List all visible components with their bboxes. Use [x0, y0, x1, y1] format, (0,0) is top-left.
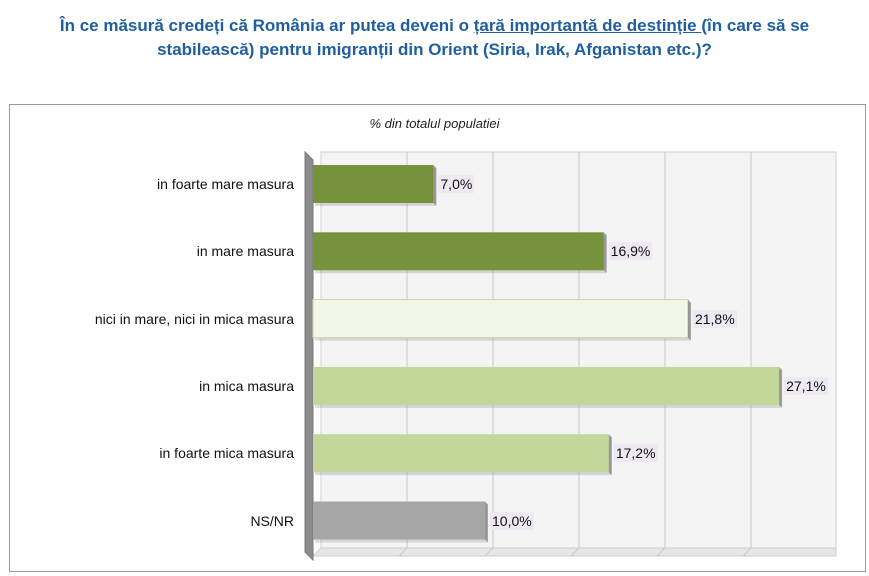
bar: [312, 299, 689, 339]
bar-end: [603, 232, 607, 274]
data-label: 17,2%: [613, 444, 658, 463]
category-label: in foarte mica masura: [159, 445, 294, 462]
data-label: 21,8%: [692, 309, 737, 328]
category-label: in mica masura: [199, 377, 294, 394]
bar-end: [687, 299, 691, 341]
axis-wall: [304, 150, 314, 562]
category-label: nici in mare, nici in mica masura: [94, 310, 294, 327]
data-label: 7,0%: [438, 175, 475, 193]
bar-end: [433, 165, 437, 206]
gridline-floor: [656, 547, 666, 557]
gridline-floor: [398, 547, 408, 557]
title-line-1: În ce măsură credeți că România ar putea…: [59, 16, 810, 35]
chart-title: În ce măsură credeți că România ar putea…: [0, 14, 869, 62]
chart-subtitle: % din totalul populatiei: [369, 116, 500, 131]
data-label: 10,0%: [490, 511, 534, 530]
bar: [313, 366, 780, 405]
bar: [313, 165, 434, 203]
bar: [313, 501, 485, 540]
data-label: 16,9%: [608, 242, 653, 261]
bar-end: [608, 434, 612, 476]
bar-end: [779, 366, 783, 408]
gridline-floor: [742, 547, 752, 557]
bar: [313, 434, 609, 473]
gridline-floor: [484, 547, 494, 557]
category-label: in foarte mare masura: [157, 176, 294, 192]
bar-end: [485, 501, 488, 543]
title-line-2: stabilească) pentru imigranții din Orien…: [157, 40, 712, 59]
data-label: 27,1%: [784, 376, 828, 395]
bar: [313, 232, 604, 271]
category-label: NS/NR: [250, 512, 294, 529]
gridline-floor: [570, 547, 580, 557]
category-label: in mare masura: [196, 243, 294, 260]
